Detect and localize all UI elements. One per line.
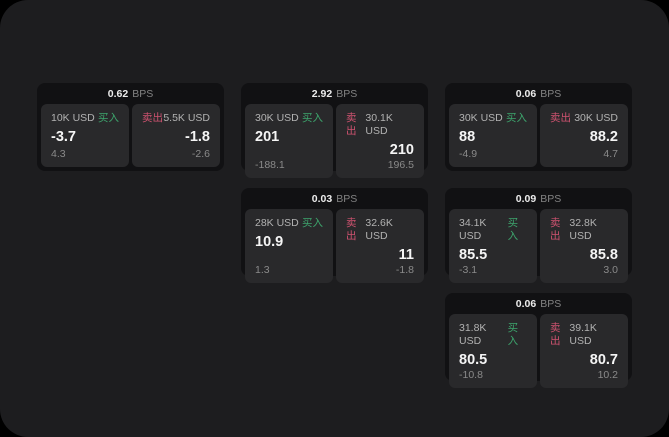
sell-tag: 卖出 bbox=[142, 112, 163, 124]
buy-price: -3.7 bbox=[51, 129, 76, 145]
bps-value: 0.62 bbox=[107, 87, 129, 100]
buy-panel[interactable]: 34.1K USD 买入 85.5 -3.1 bbox=[449, 209, 537, 283]
quote-card: 2.92 BPS 30K USD 买入 201 -188.1 卖出 30.1K … bbox=[241, 83, 428, 178]
quote-card: 0.06 BPS 30K USD 买入 88 -4.9 卖出 30K USD bbox=[445, 83, 632, 171]
buy-amount: 30K USD bbox=[255, 112, 299, 124]
sell-panel[interactable]: 卖出 30K USD 88.2 4.7 bbox=[540, 104, 628, 167]
sell-panel[interactable]: 卖出 5.5K USD -1.8 -2.6 bbox=[132, 104, 220, 167]
sell-change: 3.0 bbox=[603, 264, 618, 276]
bps-unit: BPS bbox=[132, 87, 154, 100]
buy-change: -4.9 bbox=[459, 148, 478, 160]
sell-price: -1.8 bbox=[185, 129, 210, 145]
buy-price: 10.9 bbox=[255, 234, 284, 250]
buy-amount: 34.1K USD bbox=[459, 217, 487, 242]
sell-panel[interactable]: 卖出 30.1K USD 210 196.5 bbox=[336, 104, 424, 178]
panels: 31.8K USD 买入 80.5 -10.8 卖出 39.1K USD 80.… bbox=[445, 314, 632, 392]
card-header: 0.62 BPS bbox=[37, 83, 224, 104]
bps-unit: BPS bbox=[540, 297, 562, 310]
sell-change: 10.2 bbox=[597, 369, 618, 381]
bps-value: 0.03 bbox=[311, 192, 333, 205]
bps-unit: BPS bbox=[540, 87, 562, 100]
sell-price: 210 bbox=[389, 142, 414, 158]
sell-price: 11 bbox=[398, 247, 414, 263]
quote-card: 0.03 BPS 28K USD 买入 10.9 1.3 卖出 32.6K US… bbox=[241, 188, 428, 283]
buy-tag: 买入 bbox=[507, 322, 519, 347]
panels: 28K USD 买入 10.9 1.3 卖出 32.6K USD 11 -1.8 bbox=[241, 209, 428, 287]
sell-panel[interactable]: 卖出 32.8K USD 85.8 3.0 bbox=[540, 209, 628, 283]
buy-price: 88 bbox=[459, 129, 476, 145]
sell-change: 4.7 bbox=[603, 148, 618, 160]
sell-amount: 30.1K USD bbox=[365, 112, 393, 137]
sell-tag: 卖出 bbox=[346, 112, 357, 137]
buy-price: 201 bbox=[255, 129, 280, 145]
buy-panel[interactable]: 10K USD 买入 -3.7 4.3 bbox=[41, 104, 129, 167]
bps-value: 0.09 bbox=[515, 192, 537, 205]
quote-card: 0.06 BPS 31.8K USD 买入 80.5 -10.8 卖出 39.1… bbox=[445, 293, 632, 388]
buy-change: 1.3 bbox=[255, 264, 270, 276]
sell-panel[interactable]: 卖出 39.1K USD 80.7 10.2 bbox=[540, 314, 628, 388]
buy-price: 80.5 bbox=[459, 352, 488, 368]
sell-amount: 39.1K USD bbox=[569, 322, 597, 347]
sell-price: 85.8 bbox=[589, 247, 618, 263]
buy-amount: 31.8K USD bbox=[459, 322, 487, 347]
sell-price: 80.7 bbox=[589, 352, 618, 368]
buy-tag: 买入 bbox=[506, 112, 527, 124]
sell-tag: 卖出 bbox=[550, 217, 561, 242]
bps-unit: BPS bbox=[336, 192, 358, 205]
sell-tag: 卖出 bbox=[550, 112, 571, 124]
buy-panel[interactable]: 30K USD 买入 88 -4.9 bbox=[449, 104, 537, 167]
card-header: 2.92 BPS bbox=[241, 83, 428, 104]
sell-change: 196.5 bbox=[387, 159, 414, 171]
sell-tag: 卖出 bbox=[346, 217, 357, 242]
card-header: 0.09 BPS bbox=[445, 188, 632, 209]
card-header: 0.06 BPS bbox=[445, 83, 632, 104]
sell-amount: 32.6K USD bbox=[365, 217, 393, 242]
sell-amount: 32.8K USD bbox=[569, 217, 597, 242]
sell-panel[interactable]: 卖出 32.6K USD 11 -1.8 bbox=[336, 209, 424, 283]
buy-panel[interactable]: 31.8K USD 买入 80.5 -10.8 bbox=[449, 314, 537, 388]
buy-change: 4.3 bbox=[51, 148, 66, 160]
bps-unit: BPS bbox=[336, 87, 358, 100]
buy-price: 85.5 bbox=[459, 247, 488, 263]
sell-amount: 30K USD bbox=[574, 112, 618, 124]
quote-board: 0.62 BPS 10K USD 买入 -3.7 4.3 卖出 5.5K USD bbox=[37, 83, 632, 388]
sell-tag: 卖出 bbox=[550, 322, 561, 347]
panels: 34.1K USD 买入 85.5 -3.1 卖出 32.8K USD 85.8… bbox=[445, 209, 632, 287]
buy-change: -188.1 bbox=[255, 159, 285, 171]
panels: 30K USD 买入 201 -188.1 卖出 30.1K USD 210 1… bbox=[241, 104, 428, 182]
buy-amount: 10K USD bbox=[51, 112, 95, 124]
card-header: 0.03 BPS bbox=[241, 188, 428, 209]
buy-panel[interactable]: 28K USD 买入 10.9 1.3 bbox=[245, 209, 333, 283]
buy-tag: 买入 bbox=[98, 112, 119, 124]
panels: 30K USD 买入 88 -4.9 卖出 30K USD 88.2 4.7 bbox=[445, 104, 632, 171]
sell-price: 88.2 bbox=[589, 129, 618, 145]
bps-unit: BPS bbox=[540, 192, 562, 205]
buy-amount: 30K USD bbox=[459, 112, 503, 124]
buy-change: -3.1 bbox=[459, 264, 478, 276]
buy-tag: 买入 bbox=[302, 112, 323, 124]
quote-card: 0.62 BPS 10K USD 买入 -3.7 4.3 卖出 5.5K USD bbox=[37, 83, 224, 171]
bps-value: 0.06 bbox=[515, 87, 537, 100]
buy-tag: 买入 bbox=[302, 217, 323, 229]
panels: 10K USD 买入 -3.7 4.3 卖出 5.5K USD -1.8 -2.… bbox=[37, 104, 224, 171]
bps-value: 2.92 bbox=[311, 87, 333, 100]
sell-amount: 5.5K USD bbox=[163, 112, 210, 124]
buy-amount: 28K USD bbox=[255, 217, 299, 229]
buy-change: -10.8 bbox=[459, 369, 483, 381]
buy-tag: 买入 bbox=[507, 217, 519, 242]
card-header: 0.06 BPS bbox=[445, 293, 632, 314]
bps-value: 0.06 bbox=[515, 297, 537, 310]
quote-card: 0.09 BPS 34.1K USD 买入 85.5 -3.1 卖出 32.8K… bbox=[445, 188, 632, 283]
sell-change: -1.8 bbox=[395, 264, 414, 276]
sell-change: -2.6 bbox=[191, 148, 210, 160]
buy-panel[interactable]: 30K USD 买入 201 -188.1 bbox=[245, 104, 333, 178]
